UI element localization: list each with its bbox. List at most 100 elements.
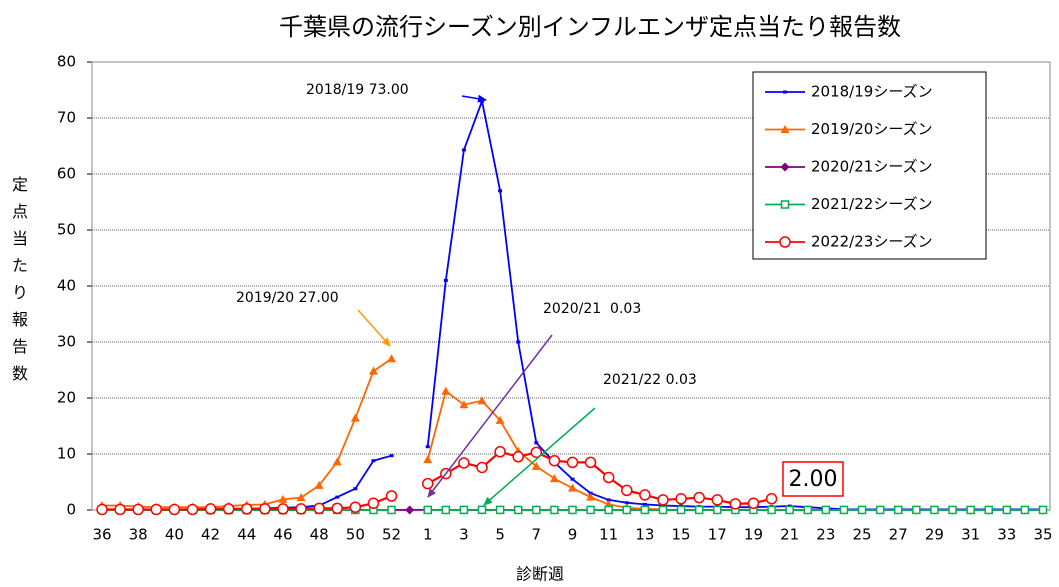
point [150, 503, 163, 516]
point [368, 366, 378, 375]
point [604, 505, 613, 515]
x-tick-label: 31 [961, 526, 980, 544]
annotation: 2.00 [789, 467, 838, 492]
x-tick-label: 21 [780, 526, 799, 544]
point [477, 396, 487, 405]
point [423, 505, 432, 515]
point [222, 503, 235, 515]
y-tick-label: 10 [57, 445, 76, 463]
point [984, 505, 993, 515]
y-tick-label: 30 [57, 333, 76, 351]
point [114, 503, 126, 516]
x-tick-label: 17 [708, 526, 727, 544]
x-tick-label: 40 [165, 526, 184, 544]
point [296, 493, 306, 502]
point [335, 495, 340, 499]
point [476, 461, 488, 474]
legend-label: 2022/23シーズン [811, 233, 933, 251]
x-axis-title: 診断週 [516, 565, 564, 584]
point [676, 505, 686, 515]
annotation-box [782, 461, 844, 497]
point [277, 503, 289, 515]
x-tick-label: 44 [237, 526, 256, 544]
point [548, 454, 561, 467]
point [461, 148, 466, 152]
x-tick-label: 29 [925, 526, 944, 544]
marker [780, 162, 790, 172]
x-tick-label: 35 [1033, 526, 1052, 544]
point [675, 493, 687, 505]
point [259, 503, 271, 515]
x-tick-label: 11 [599, 526, 618, 544]
point [443, 278, 448, 282]
annotation-arrow [427, 334, 553, 498]
marker [780, 125, 790, 133]
x-tick-label: 27 [889, 526, 908, 544]
x-tick-label: 5 [495, 526, 505, 544]
x-tick-label: 48 [310, 526, 329, 544]
point [498, 189, 503, 193]
point [531, 461, 541, 470]
point [568, 505, 577, 515]
annotation: 2020/21 0.03 [543, 301, 641, 317]
y-tick-label: 70 [57, 109, 76, 127]
y-tick-label: 60 [57, 165, 76, 183]
x-tick-label: 7 [532, 526, 542, 544]
point [459, 505, 469, 515]
point [566, 456, 579, 469]
point [132, 503, 144, 516]
x-tick-label: 23 [816, 526, 835, 544]
chart-title: 千葉県の流行シーズン別インフルエンザ定点当たり報告数 [279, 13, 901, 41]
point [747, 497, 760, 510]
point [314, 480, 324, 489]
annotation-arrow [483, 407, 596, 506]
point [168, 503, 181, 516]
legend-label: 2018/19シーズン [811, 83, 933, 101]
x-tick-label: 42 [201, 526, 220, 544]
point [584, 456, 597, 469]
point [912, 505, 921, 515]
x-tick-label: 9 [568, 526, 578, 544]
marker [779, 236, 791, 248]
point [96, 503, 108, 516]
x-tick-label: 3 [459, 526, 469, 544]
point [549, 474, 559, 483]
point [421, 477, 434, 490]
legend-box [752, 71, 987, 260]
point [570, 477, 575, 481]
annotation-arrow [357, 309, 391, 347]
legend-label: 2020/21シーズン [811, 158, 933, 176]
point [657, 494, 669, 506]
point [1002, 505, 1012, 515]
point [313, 502, 325, 515]
x-tick-label: 36 [92, 526, 111, 544]
point [586, 505, 595, 515]
y-axis-title: 定点当たり報告数 [12, 175, 28, 383]
x-tick-label: 19 [744, 526, 763, 544]
point [839, 505, 849, 515]
x-tick-label: 33 [997, 526, 1016, 544]
point [367, 497, 380, 510]
point [857, 505, 867, 515]
point [568, 483, 577, 492]
annotation: 2018/19 73.00 [306, 82, 409, 98]
point [241, 503, 253, 515]
series-line [102, 358, 393, 509]
point [441, 505, 451, 515]
point [875, 505, 885, 515]
point [534, 441, 539, 445]
point [458, 457, 470, 469]
point [622, 505, 632, 515]
point [821, 505, 831, 515]
point [550, 505, 559, 515]
point [513, 505, 523, 515]
point [1020, 505, 1030, 515]
point [532, 505, 541, 515]
x-tick-label: 13 [635, 526, 654, 544]
point [494, 446, 506, 458]
point [353, 487, 358, 491]
point [694, 505, 704, 515]
point [423, 455, 433, 464]
annotation-arrow [461, 94, 487, 103]
x-tick-label: 1 [423, 526, 433, 544]
